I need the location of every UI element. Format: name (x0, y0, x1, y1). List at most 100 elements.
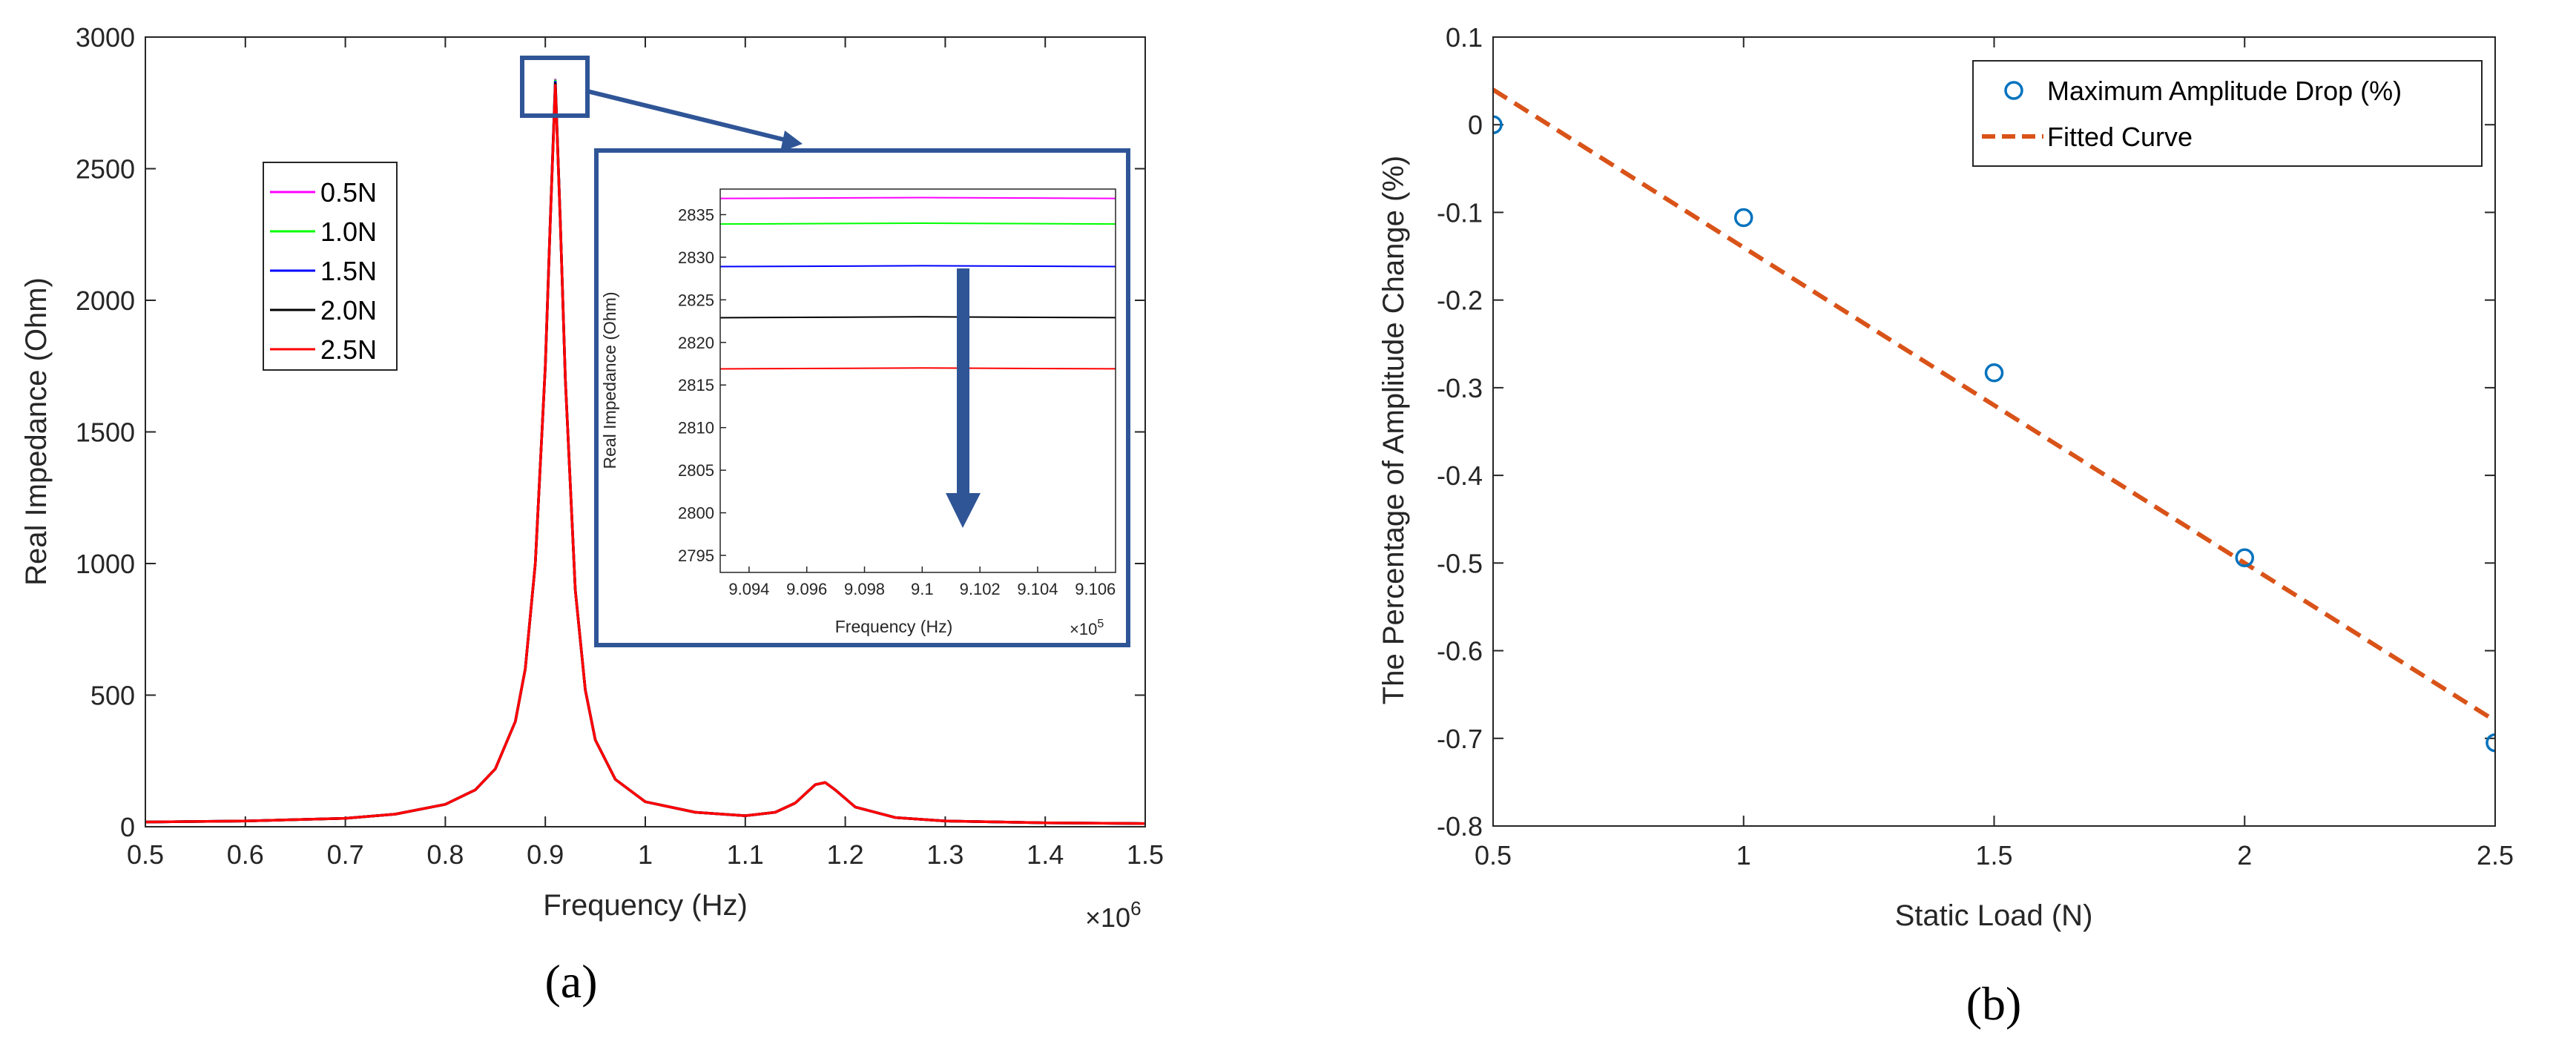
inset-y-tick-label: 2835 (678, 205, 714, 224)
a-legend-label-2.0N: 2.0N (320, 295, 377, 326)
inset-x-tick-label: 9.106 (1075, 580, 1116, 598)
a-y-tick-label: 3000 (76, 22, 135, 53)
a-legend-label-1.0N: 1.0N (320, 217, 377, 247)
b-data-point (1734, 208, 1753, 228)
inset-series-line-1.5N (720, 265, 1116, 268)
a-x-tick-label: 0.8 (426, 839, 464, 870)
inset-y-tick-label: 2815 (678, 376, 714, 394)
b-y-tick-label: -0.4 (1437, 460, 1483, 491)
a-x-multiplier: ×106 (1085, 897, 1142, 933)
inset-y-tick-label: 2825 (678, 291, 714, 309)
b-y-tick-label: -0.3 (1437, 373, 1483, 403)
a-axes-frame (145, 36, 1146, 827)
a-ticks: 0.5 0.6 0.7 0.8 0.9 1 1.1 1.2 1.3 1.4 1.5 0 500 1000 1… (76, 22, 1164, 870)
inset-series-line-2.5N (720, 367, 1116, 370)
b-legend: Maximum Amplitude Drop (%) Fitted Curve (1972, 60, 2483, 167)
b-x-tick-label: 1 (1736, 840, 1751, 870)
a-x-tick-label: 1.4 (1027, 839, 1064, 870)
a-x-tick-label: 0.7 (327, 839, 364, 870)
a-x-tick-label: 0.6 (227, 839, 264, 870)
a-x-tick-label: 0.5 (127, 839, 164, 870)
a-y-axis-label: Real Impedance (Ohm) (20, 277, 53, 586)
b-x-tick-label: 1.5 (1975, 840, 2012, 870)
b-y-tick-label: -0.7 (1437, 724, 1483, 754)
a-x-axis-label: Frequency (Hz) (543, 889, 748, 922)
decrease-arrow-shaft (957, 268, 969, 498)
zoom-region-box (520, 56, 590, 118)
inset-series-line-2.0N (720, 316, 1116, 319)
inset-x-tick-label: 9.098 (844, 580, 885, 598)
b-x-tick-label: 0.5 (1475, 840, 1512, 870)
a-y-tick-label: 1000 (76, 549, 135, 579)
inset-y-tick-label: 2830 (678, 248, 714, 267)
a-x-tick-label: 1.1 (727, 839, 764, 870)
chart-a: 0.5 0.6 0.7 0.8 0.9 1 1.1 1.2 1.3 1.4 1.5 0 500 1000 1… (20, 22, 1164, 1008)
b-plot-area (1493, 87, 2495, 753)
zoom-pointer-arrow-head (780, 130, 803, 152)
a-x-tick-label: 1.2 (827, 839, 864, 870)
caption-b: (b) (1966, 977, 2022, 1030)
a-legend-box (263, 162, 398, 371)
b-y-axis-label: The Percentage of Amplitude Change (%) (1377, 156, 1410, 704)
inset-y-tick-label: 2810 (678, 419, 714, 437)
a-x-tick-label: 1.3 (926, 839, 963, 870)
inset-x-axis-label: Frequency (Hz) (835, 617, 952, 636)
b-data-point (2235, 548, 2254, 567)
a-series-line-2.5N (145, 84, 1145, 825)
inset-y-tick-label: 2805 (678, 461, 714, 480)
b-x-tick-label: 2 (2237, 840, 2252, 870)
b-legend-label-fit: Fitted Curve (2047, 122, 2193, 152)
inset-x-tick-label: 9.1 (911, 580, 934, 598)
a-series-lines (145, 79, 1145, 825)
inset-axes-frame (719, 188, 1116, 573)
inset-outer-frame (594, 148, 1130, 647)
b-data-point (1493, 115, 1503, 134)
b-y-tick-label: -0.5 (1437, 548, 1483, 578)
b-y-tick-label: -0.1 (1437, 197, 1483, 228)
b-data-point (1984, 363, 2004, 383)
a-legend-label-1.5N: 1.5N (320, 256, 377, 286)
b-ticks: 0.5 1 1.5 2 2.5 0.1 0 -0.1 -0.2 -0.3 -0.4 -0.5 -0.6 -… (1437, 22, 2514, 870)
b-fitted-curve-line (1493, 87, 2495, 723)
b-legend-box (1972, 60, 2483, 167)
a-legend-label-0.5N: 0.5N (320, 177, 377, 208)
a-x-tick-label: 1.5 (1127, 839, 1164, 870)
b-y-tick-label: -0.8 (1437, 811, 1483, 842)
inset-x-tick-label: 9.096 (786, 580, 827, 598)
inset-x-multiplier: ×105 (1070, 618, 1104, 638)
a-y-tick-label: 500 (90, 681, 135, 711)
inset-y-tick-label: 2795 (678, 546, 714, 565)
chart-b: 0.5 1 1.5 2 2.5 0.1 0 -0.1 -0.2 -0.3 -0.4 -0.5 -0.6 -… (1377, 22, 2514, 1030)
b-y-tick-label: -0.2 (1437, 285, 1483, 316)
caption-a: (a) (544, 955, 597, 1008)
inset-ticks: 9.094 9.096 9.098 9.1 9.102 9.104 9.106 2795 280… (678, 205, 1116, 598)
inset-y-tick-label: 2800 (678, 504, 714, 523)
inset-series-line-1.0N (720, 222, 1116, 225)
a-x-tick-label: 1 (638, 839, 653, 870)
zoom-pointer-arrow-line (587, 89, 793, 144)
inset-x-tick-label: 9.102 (960, 580, 1001, 598)
b-x-axis-label: Static Load (N) (1895, 899, 2093, 932)
inset-x-tick-label: 9.104 (1017, 580, 1058, 598)
inset-y-axis-label: Real Impedance (Ohm) (600, 291, 619, 469)
inset-zoom: 9.094 9.096 9.098 9.1 9.102 9.104 9.106 2795 280… (594, 148, 1130, 647)
a-y-tick-label: 2000 (76, 285, 135, 316)
a-y-tick-label: 0 (120, 812, 135, 842)
a-y-tick-label: 1500 (76, 417, 135, 448)
b-axes-frame (1492, 36, 2496, 827)
inset-x-tick-label: 9.094 (728, 580, 769, 598)
a-x-tick-label: 0.9 (527, 839, 564, 870)
inset-series-lines (720, 196, 1116, 370)
a-legend-label-2.5N: 2.5N (320, 334, 377, 365)
b-legend-label-markers: Maximum Amplitude Drop (%) (2047, 76, 2402, 106)
b-y-tick-label: 0 (1468, 110, 1483, 140)
a-legend: 0.5N 1.0N 1.5N 2.0N 2.5N (263, 162, 398, 371)
inset-series-line-0.5N (720, 196, 1116, 199)
decrease-arrow-head (946, 493, 981, 528)
inset-y-tick-label: 2820 (678, 334, 714, 352)
b-x-tick-label: 2.5 (2477, 840, 2514, 870)
b-legend-marker-icon (2004, 81, 2023, 100)
b-y-tick-label: -0.6 (1437, 636, 1483, 667)
b-y-tick-label: 0.1 (1446, 22, 1483, 53)
